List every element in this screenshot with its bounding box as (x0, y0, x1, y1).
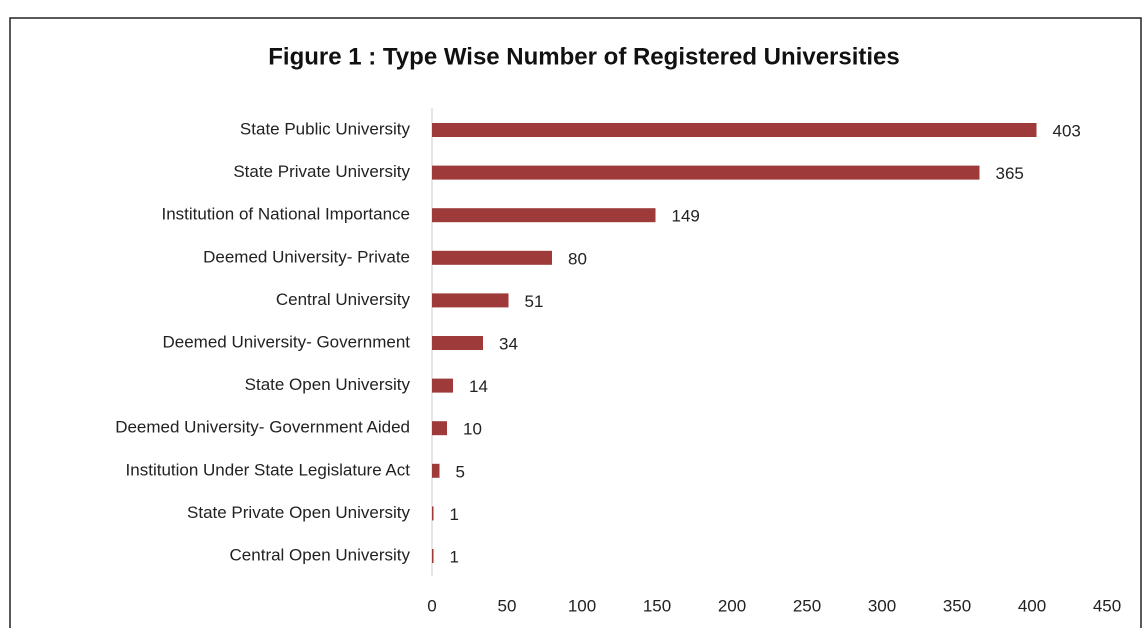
bar (432, 463, 440, 478)
bar (432, 421, 447, 436)
data-label: 403 (1053, 121, 1081, 140)
data-label: 365 (996, 164, 1024, 183)
x-tick-label: 200 (718, 596, 746, 615)
data-label: 51 (525, 292, 544, 311)
x-tick-label: 50 (498, 596, 517, 615)
y-tick-label: Central Open University (230, 545, 411, 564)
bar (432, 208, 656, 223)
data-label: 80 (568, 249, 587, 268)
data-label: 10 (463, 420, 482, 439)
bar (432, 123, 1037, 137)
data-label: 149 (672, 207, 700, 226)
y-tick-label: Deemed University- Government (162, 332, 410, 351)
x-tick-label: 150 (643, 596, 671, 615)
data-label: 5 (456, 462, 465, 481)
bar (432, 378, 453, 393)
y-tick-label: State Private University (233, 162, 410, 181)
y-tick-label: State Private Open University (187, 503, 410, 522)
x-tick-label: 0 (427, 596, 436, 615)
y-tick-label: Central University (276, 290, 411, 309)
data-label: 14 (469, 377, 488, 396)
x-tick-label: 250 (793, 596, 821, 615)
y-tick-label: Institution of National Importance (161, 205, 410, 224)
y-tick-label: Deemed University- Government Aided (115, 418, 410, 437)
data-label: 1 (450, 547, 459, 566)
bar (432, 165, 980, 180)
x-tick-label: 400 (1018, 596, 1046, 615)
y-tick-label: State Public University (240, 119, 411, 138)
x-tick-label: 100 (568, 596, 596, 615)
x-tick-label: 300 (868, 596, 896, 615)
y-tick-label: State Open University (245, 375, 411, 394)
data-label: 34 (499, 334, 518, 353)
y-tick-label: Deemed University- Private (203, 247, 410, 266)
bar (432, 549, 434, 563)
chart-title: Figure 1 : Type Wise Number of Registere… (268, 43, 900, 70)
x-tick-label: 350 (943, 596, 971, 615)
data-label: 1 (450, 505, 459, 524)
chart-frame (9, 17, 1142, 628)
bar (432, 506, 434, 521)
bar (432, 336, 483, 350)
bar (432, 250, 552, 265)
x-tick-label: 450 (1093, 596, 1121, 615)
y-tick-label: Institution Under State Legislature Act (126, 460, 411, 479)
bar (432, 293, 509, 308)
